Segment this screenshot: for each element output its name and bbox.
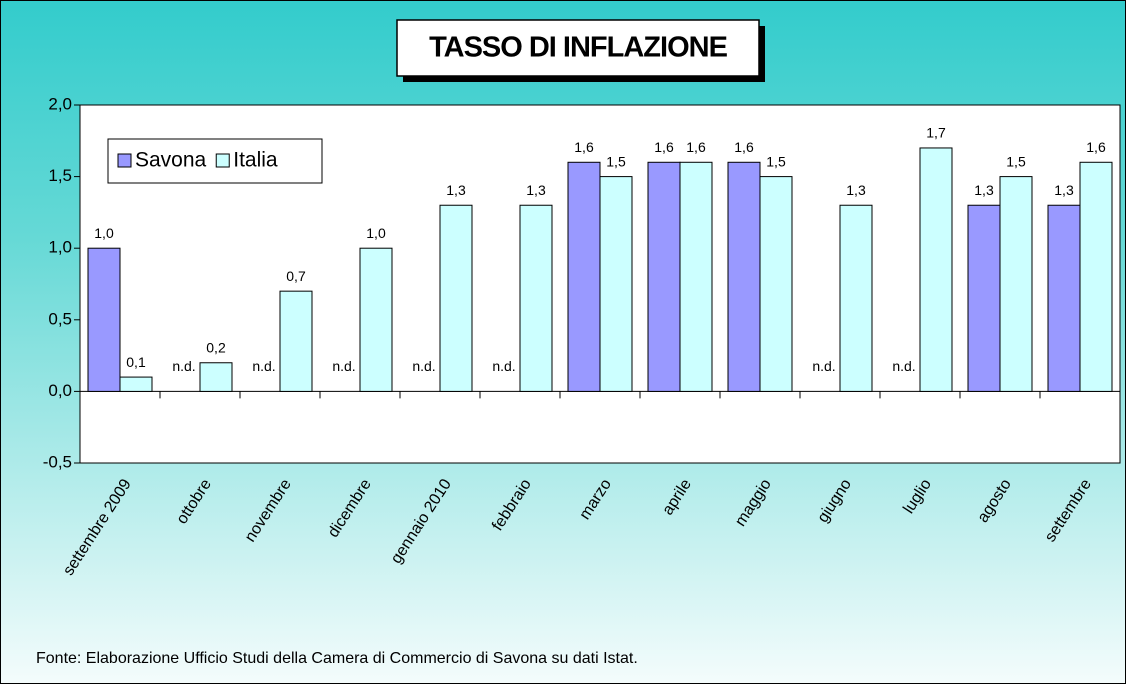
bar xyxy=(727,161,761,392)
bar xyxy=(199,362,233,392)
data-label: 1,6 xyxy=(654,139,674,155)
y-tick-label: 0,5 xyxy=(48,309,72,328)
y-tick-label: 1,5 xyxy=(48,166,72,185)
bar xyxy=(919,147,953,392)
bar xyxy=(647,161,681,392)
y-tick-label: 1,0 xyxy=(48,238,72,257)
bar xyxy=(519,204,553,392)
data-label: 1,6 xyxy=(574,139,594,155)
data-label: 0,2 xyxy=(206,339,226,355)
data-label: n.d. xyxy=(332,358,355,374)
data-label: 1,7 xyxy=(926,125,946,141)
data-label: n.d. xyxy=(892,358,915,374)
data-label: 1,0 xyxy=(94,225,114,241)
data-label: 1,0 xyxy=(366,225,386,241)
bar xyxy=(839,204,873,392)
data-label: 0,1 xyxy=(126,354,146,370)
bar xyxy=(1079,161,1113,392)
data-label: 0,7 xyxy=(286,268,306,284)
bar xyxy=(567,161,601,392)
data-label: n.d. xyxy=(412,358,435,374)
bar xyxy=(87,247,121,392)
legend-label: Savona xyxy=(135,149,207,172)
bar xyxy=(967,204,1001,392)
legend-box xyxy=(107,138,323,184)
data-label: 1,3 xyxy=(526,182,546,198)
data-label: n.d. xyxy=(812,358,835,374)
y-tick-label: -0,5 xyxy=(43,452,72,471)
data-label: 1,6 xyxy=(686,139,706,155)
data-label: 1,5 xyxy=(766,153,786,169)
bar xyxy=(439,204,473,392)
bar xyxy=(599,176,633,392)
source-note: Fonte: Elaborazione Ufficio Studi della … xyxy=(36,650,638,667)
data-label: 1,3 xyxy=(846,182,866,198)
bar xyxy=(1047,204,1081,392)
data-label: 1,3 xyxy=(974,182,994,198)
bar xyxy=(759,176,793,392)
bar xyxy=(119,376,153,392)
data-label: 1,5 xyxy=(606,153,626,169)
bar xyxy=(359,247,393,392)
data-label: n.d. xyxy=(492,358,515,374)
y-tick-label: 2,0 xyxy=(48,94,72,113)
data-label: 1,6 xyxy=(1086,139,1106,155)
data-label: n.d. xyxy=(172,358,195,374)
chart-title: TASSO DI INFLAZIONE xyxy=(429,32,728,64)
bar xyxy=(279,290,313,392)
legend-label: Italia xyxy=(233,149,278,172)
data-label: n.d. xyxy=(252,358,275,374)
legend-swatch xyxy=(117,153,132,168)
legend-swatch xyxy=(215,153,230,168)
y-tick-label: 0,0 xyxy=(48,381,72,400)
data-label: 1,3 xyxy=(446,182,466,198)
data-label: 1,5 xyxy=(1006,153,1026,169)
data-label: 1,6 xyxy=(734,139,754,155)
data-label: 1,3 xyxy=(1054,182,1074,198)
bar xyxy=(999,176,1033,392)
bar xyxy=(679,161,713,392)
title-box xyxy=(396,19,760,77)
